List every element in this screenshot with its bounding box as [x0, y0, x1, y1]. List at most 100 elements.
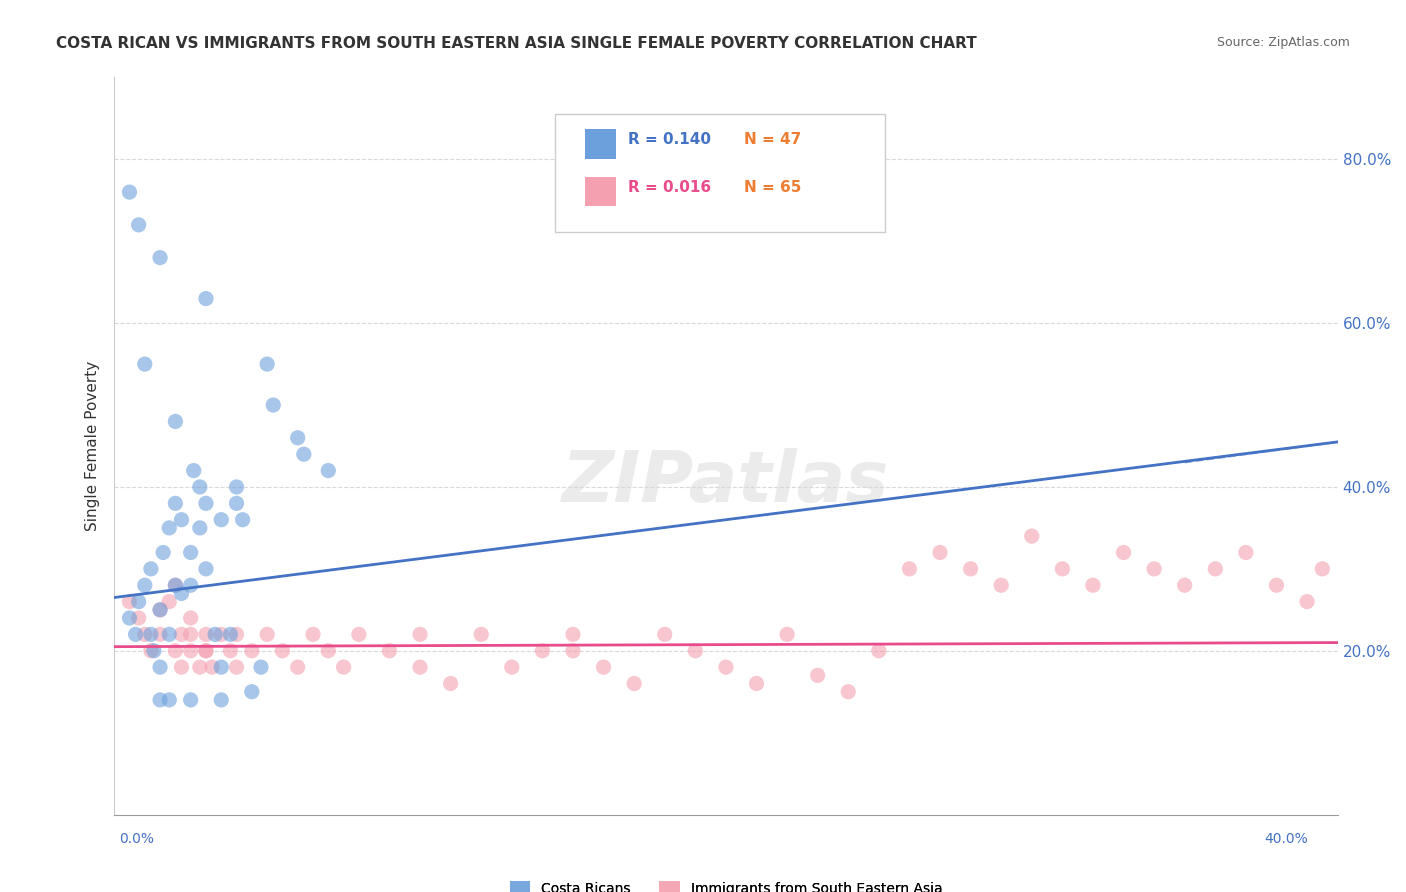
Point	[149, 693, 172, 707]
Point	[240, 644, 263, 658]
Point	[531, 644, 554, 658]
Point	[118, 185, 141, 199]
Point	[287, 431, 309, 445]
Point	[714, 660, 737, 674]
Point	[170, 513, 193, 527]
Point	[165, 644, 187, 658]
Point	[562, 627, 585, 641]
Point	[654, 627, 676, 641]
Point	[256, 357, 278, 371]
Point	[180, 627, 202, 641]
Point	[165, 578, 187, 592]
Point	[1052, 562, 1074, 576]
Point	[194, 644, 217, 658]
Point	[316, 464, 339, 478]
Point	[209, 660, 232, 674]
Point	[128, 594, 150, 608]
Point	[165, 578, 187, 592]
Point	[157, 594, 180, 608]
Point	[128, 611, 150, 625]
Point	[118, 594, 141, 608]
Point	[837, 684, 859, 698]
Point	[180, 644, 202, 658]
Point	[139, 627, 162, 641]
Point	[139, 562, 162, 576]
Point	[180, 611, 202, 625]
Point	[225, 480, 247, 494]
Text: ZIPatlas: ZIPatlas	[562, 449, 890, 517]
Point	[209, 693, 232, 707]
Point	[194, 292, 217, 306]
Text: Source: ZipAtlas.com: Source: ZipAtlas.com	[1216, 36, 1350, 49]
Point	[219, 627, 242, 641]
Point	[157, 521, 180, 535]
Point	[440, 676, 463, 690]
Point	[262, 398, 284, 412]
Text: R = 0.140: R = 0.140	[628, 132, 711, 147]
Point	[170, 627, 193, 641]
Text: N = 47: N = 47	[744, 132, 801, 147]
Point	[118, 611, 141, 625]
Point	[194, 562, 217, 576]
Point	[501, 660, 523, 674]
Point	[142, 644, 165, 658]
Y-axis label: Single Female Poverty: Single Female Poverty	[86, 361, 100, 531]
Point	[256, 627, 278, 641]
Point	[134, 357, 156, 371]
Point	[1312, 562, 1334, 576]
Point	[929, 545, 952, 559]
Point	[149, 603, 172, 617]
Point	[149, 660, 172, 674]
Point	[194, 644, 217, 658]
Point	[868, 644, 890, 658]
Point	[225, 627, 247, 641]
Point	[409, 660, 432, 674]
Point	[188, 521, 211, 535]
Point	[194, 627, 217, 641]
Point	[165, 496, 187, 510]
Point	[1174, 578, 1197, 592]
FancyBboxPatch shape	[585, 177, 616, 206]
Point	[287, 660, 309, 674]
Point	[623, 676, 645, 690]
Point	[1204, 562, 1226, 576]
Point	[470, 627, 492, 641]
Point	[1234, 545, 1257, 559]
Point	[776, 627, 799, 641]
Point	[157, 627, 180, 641]
Point	[165, 414, 187, 428]
Point	[219, 644, 242, 658]
Text: N = 65: N = 65	[744, 179, 801, 194]
Point	[149, 251, 172, 265]
Point	[250, 660, 273, 674]
Point	[347, 627, 370, 641]
Point	[170, 586, 193, 600]
Point	[209, 513, 232, 527]
Point	[898, 562, 921, 576]
Point	[180, 693, 202, 707]
Point	[188, 480, 211, 494]
FancyBboxPatch shape	[554, 114, 884, 232]
Point	[1296, 594, 1319, 608]
Point	[170, 660, 193, 674]
Point	[183, 464, 205, 478]
Text: R = 0.016: R = 0.016	[628, 179, 711, 194]
Point	[204, 627, 226, 641]
Point	[180, 578, 202, 592]
Point	[225, 496, 247, 510]
Point	[139, 644, 162, 658]
Point	[201, 660, 224, 674]
Point	[292, 447, 315, 461]
Point	[1143, 562, 1166, 576]
Point	[745, 676, 768, 690]
Point	[149, 603, 172, 617]
Text: 40.0%: 40.0%	[1264, 832, 1308, 846]
Point	[128, 218, 150, 232]
FancyBboxPatch shape	[585, 129, 616, 159]
Point	[1265, 578, 1288, 592]
Point	[1112, 545, 1135, 559]
Point	[409, 627, 432, 641]
Point	[378, 644, 401, 658]
Point	[990, 578, 1012, 592]
Point	[685, 644, 707, 658]
